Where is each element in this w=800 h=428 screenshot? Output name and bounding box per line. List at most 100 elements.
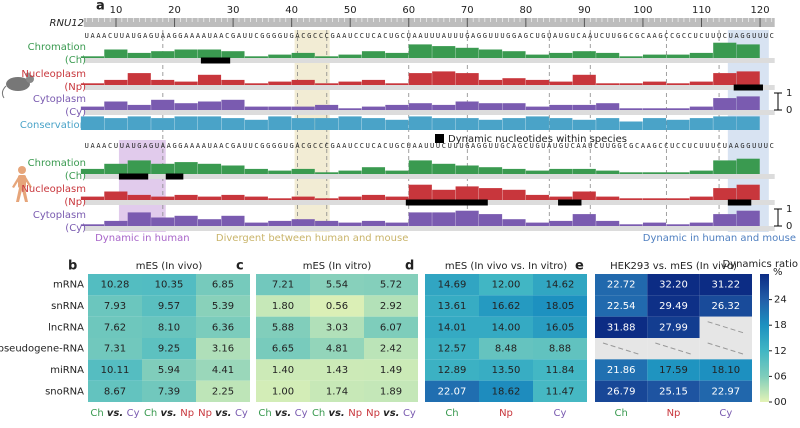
nucleotide: A [336,142,341,150]
track-bar [244,106,268,110]
nucleotide: U [600,142,604,150]
track-bar [642,108,667,110]
nucleotide: A [582,32,587,40]
nucleotide: U [535,32,539,40]
track-bar [736,71,760,85]
nucleotide: U [705,142,709,150]
heatmap-cell [364,274,418,296]
nucleotide: A [196,142,201,150]
track-bar [642,118,667,130]
cell-label: 1.89 [380,386,402,397]
vs-text: vs. [275,408,295,419]
track-bar [502,103,526,110]
track-bar [291,219,315,226]
cell-label: 1.80 [272,301,294,312]
gene-label: RNU12 [50,18,84,29]
nucleotide: A [102,32,107,40]
nucleotide: C [401,142,405,150]
group-name: Cy [719,408,732,419]
nucleotide: G [477,142,481,150]
heatmap-title: mES (In vitro) [303,261,372,272]
nucleotide: U [430,32,434,40]
nucleotide: U [348,142,352,150]
track-bar [338,170,362,174]
nucleotide: C [670,32,674,40]
nucleotide: C [254,142,258,150]
track-bar [479,119,503,130]
track-abbr: (Cy) [65,107,86,118]
group-name: Ch [90,408,107,419]
track-bar [174,116,198,130]
track-bar [104,118,128,130]
x-tick-label: 40 [285,5,298,16]
nucleotide: C [594,142,598,150]
heatmap-cell [479,274,533,296]
nucleotide: U [547,32,551,40]
track-bar [151,163,175,174]
track-bar [689,170,713,174]
heatmap-cell [310,338,364,360]
colorbar-unit: % [773,267,783,278]
nucleotide: U [500,32,504,40]
track-bar [385,52,409,58]
nucleotide: G [518,142,522,150]
nucleotide: U [723,142,727,150]
track-bar [642,198,667,200]
cell-label: 6.85 [212,280,234,291]
heatmap-cell [647,380,700,402]
track-bar [244,196,268,200]
nucleotide: U [606,142,610,150]
nucleotide: C [571,142,575,150]
cell-label: 31.88 [607,322,636,333]
heatmap-cell [256,380,310,402]
track-bar [713,160,737,174]
group-name: Np [348,408,362,419]
heatmap-cell [647,295,700,317]
track-bar [127,73,151,85]
track-bar [432,71,456,85]
heatmap-cell [533,316,587,338]
nucleotide: A [196,32,201,40]
nucleotide: G [541,32,545,40]
nucleotide: A [213,142,218,150]
cell-label: 18.10 [712,365,741,376]
nucleotide: G [565,32,569,40]
track-bar [572,168,596,174]
heatmap-cell [479,295,533,317]
nucleotide: A [295,142,300,150]
cell-label: 1.43 [326,365,348,376]
cell-label: 8.48 [495,344,517,355]
track-bar [244,83,268,85]
x-tick-label: 30 [227,5,240,16]
heatmap-cell [88,380,142,402]
nucleotide: U [729,32,733,40]
nucleotide: C [524,142,528,150]
nucleotide: U [530,142,534,150]
heatmap-title: mES (In vivo) [136,261,203,272]
nucleotide: A [377,142,382,150]
nucleotide: C [225,142,229,150]
track-bar [455,118,479,130]
track-bar [408,116,432,130]
nucleotide: G [137,142,141,150]
track-band [83,110,775,115]
row-label: lncRNA [48,322,84,333]
track-bar [736,210,760,226]
track-bar [572,119,596,130]
cell-label: 5.54 [326,280,348,291]
nucleotide: A [653,32,658,40]
heatmap-cell [647,359,700,381]
nucleotide: U [448,32,452,40]
cell-label: 5.94 [158,365,180,376]
nucleotide: C [401,32,405,40]
nucleotide: G [676,32,680,40]
track-bar [549,104,573,110]
cell-label: 26.32 [712,301,741,312]
heatmap-cell [533,338,587,360]
nucleotide: C [354,142,358,150]
cell-label: 1.49 [380,365,402,376]
heatmap-cell [699,295,752,317]
cell-label: 5.72 [380,280,402,291]
track-bar [197,49,222,58]
nucleotide: U [114,32,118,40]
